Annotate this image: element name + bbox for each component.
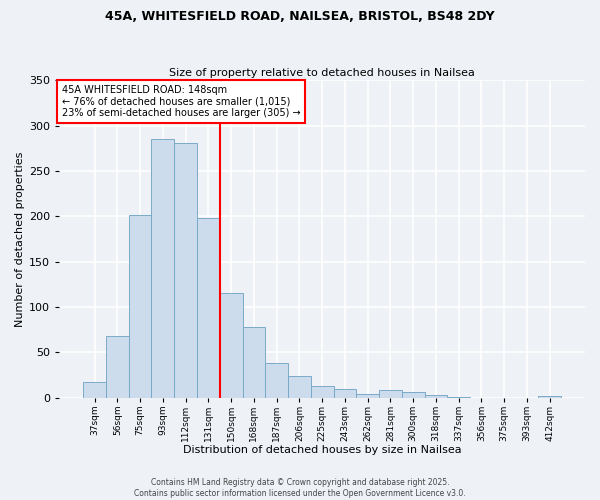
Bar	[83, 382, 106, 398]
Y-axis label: Number of detached properties: Number of detached properties	[15, 151, 25, 326]
Bar	[448, 396, 470, 398]
Bar	[356, 394, 379, 398]
Bar	[288, 376, 311, 398]
Bar	[425, 395, 448, 398]
Bar	[220, 293, 242, 398]
Bar	[379, 390, 402, 398]
X-axis label: Distribution of detached houses by size in Nailsea: Distribution of detached houses by size …	[183, 445, 461, 455]
Bar	[197, 218, 220, 398]
Bar	[242, 327, 265, 398]
Bar	[334, 390, 356, 398]
Bar	[402, 392, 425, 398]
Text: 45A, WHITESFIELD ROAD, NAILSEA, BRISTOL, BS48 2DY: 45A, WHITESFIELD ROAD, NAILSEA, BRISTOL,…	[105, 10, 495, 23]
Bar	[151, 139, 174, 398]
Text: Contains HM Land Registry data © Crown copyright and database right 2025.
Contai: Contains HM Land Registry data © Crown c…	[134, 478, 466, 498]
Text: 45A WHITESFIELD ROAD: 148sqm
← 76% of detached houses are smaller (1,015)
23% of: 45A WHITESFIELD ROAD: 148sqm ← 76% of de…	[62, 85, 301, 118]
Bar	[106, 336, 129, 398]
Bar	[129, 216, 151, 398]
Bar	[538, 396, 561, 398]
Bar	[265, 363, 288, 398]
Bar	[174, 142, 197, 398]
Title: Size of property relative to detached houses in Nailsea: Size of property relative to detached ho…	[169, 68, 475, 78]
Bar	[311, 386, 334, 398]
